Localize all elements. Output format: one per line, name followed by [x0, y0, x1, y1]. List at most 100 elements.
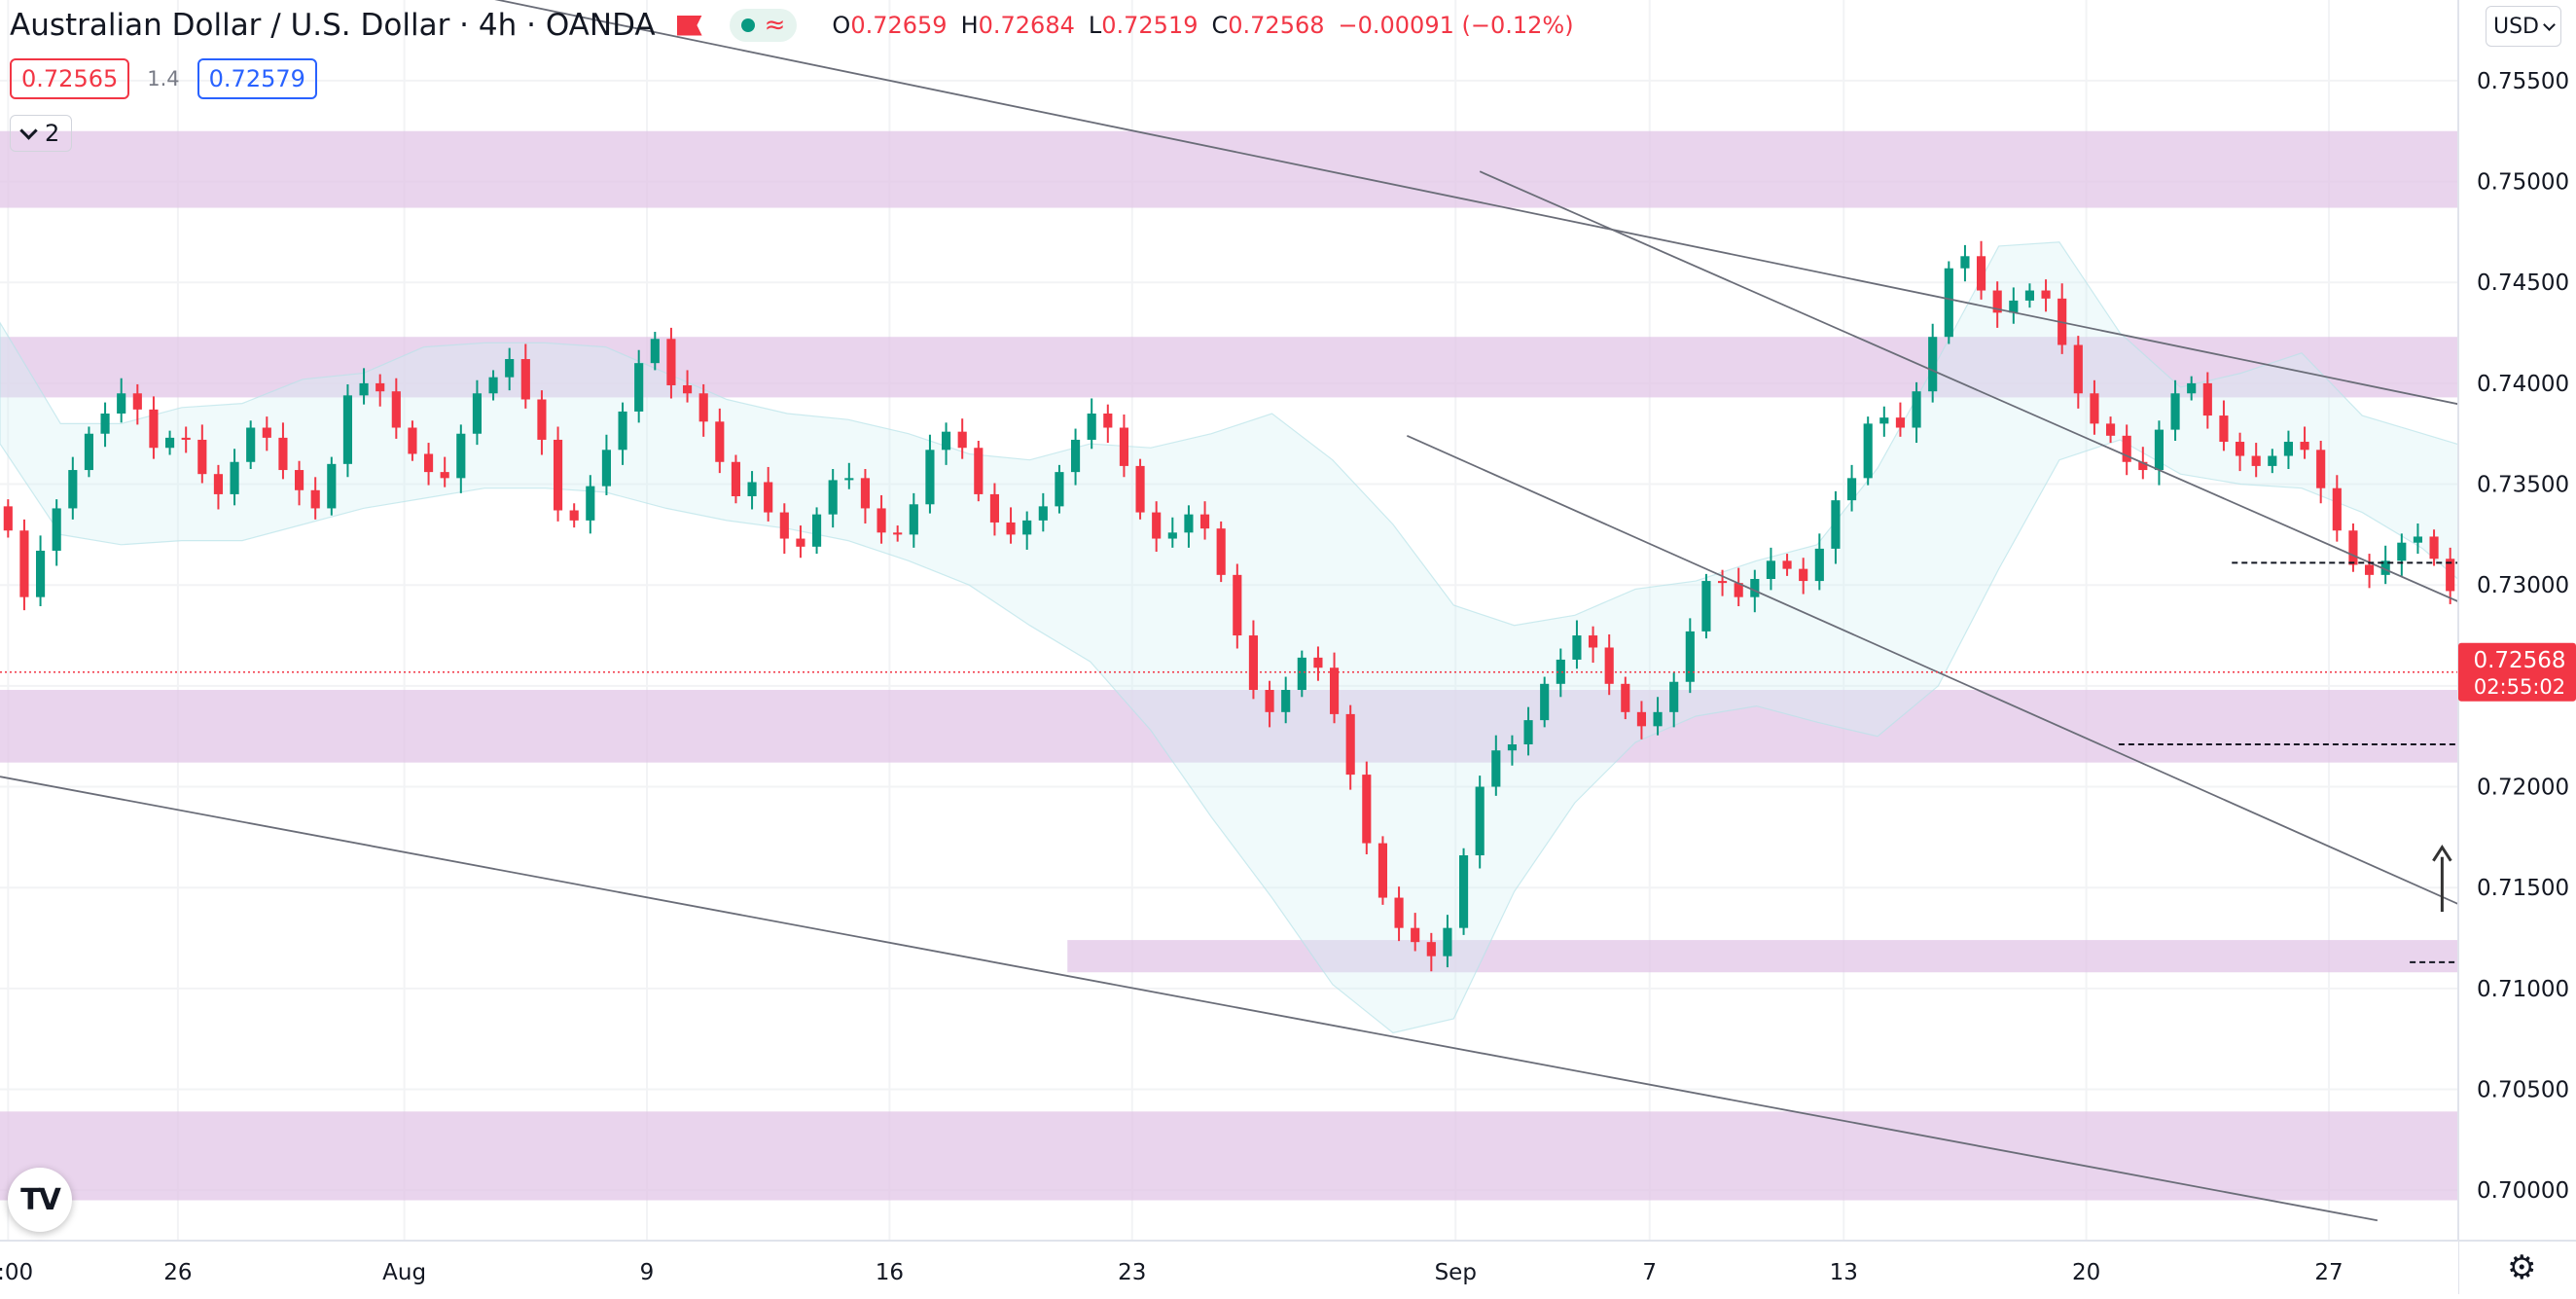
trend-line: [1479, 170, 2576, 655]
candle-body: [698, 393, 708, 422]
y-tick-label: 0.71000: [2477, 977, 2569, 1002]
flag-icon[interactable]: [676, 15, 702, 36]
candle-body: [164, 437, 175, 449]
supply-demand-zones: [0, 130, 2458, 1201]
candle-body: [747, 482, 757, 496]
sell-button[interactable]: 0.72565: [10, 58, 130, 99]
candle-body: [505, 359, 515, 378]
symbol-name[interactable]: Australian Dollar / U.S. Dollar: [10, 8, 450, 43]
candle-body: [2348, 530, 2358, 565]
candle-body: [828, 480, 838, 515]
candle-body: [408, 427, 417, 454]
candle-body: [764, 482, 773, 513]
candle-body: [1669, 681, 1679, 712]
zone-rect: [0, 130, 2458, 208]
candle-body: [1701, 581, 1711, 631]
y-tick-label: 0.70000: [2477, 1178, 2569, 1204]
candle-body: [456, 433, 466, 479]
interval-label[interactable]: 4h: [478, 8, 518, 43]
price-tag-bg: [2458, 642, 2576, 702]
candle-body: [1734, 583, 1743, 597]
candle-body: [909, 504, 918, 535]
spread-value: 1.4: [147, 67, 180, 90]
candle-body: [1879, 417, 1889, 424]
x-tick-label: 16: [876, 1260, 904, 1285]
candle-body: [2429, 536, 2439, 559]
tradingview-logo-icon[interactable]: TV: [8, 1168, 72, 1232]
candle-body: [1685, 631, 1695, 682]
candle-body: [877, 508, 886, 533]
currency-button[interactable]: USD: [2486, 6, 2561, 47]
candle-body: [1766, 560, 1776, 579]
candle-body: [1119, 427, 1129, 466]
candle-body: [1216, 528, 1226, 575]
candle-body: [1556, 659, 1565, 684]
candle-body: [423, 453, 434, 473]
candle-body: [2413, 536, 2423, 543]
candle-body: [2073, 344, 2083, 394]
candle-body: [2219, 415, 2229, 443]
x-tick-label: 13: [1830, 1260, 1858, 1285]
candle-body: [1038, 506, 1048, 521]
candle-body: [2332, 487, 2342, 531]
x-tick-label: 20: [2072, 1260, 2100, 1285]
buy-button[interactable]: 0.72579: [197, 58, 317, 99]
candle-body: [1831, 500, 1841, 549]
candle-body: [278, 437, 288, 471]
indicators-toggle[interactable]: 2: [10, 115, 73, 152]
candle-body: [2009, 300, 2019, 313]
candle-body: [1863, 423, 1873, 479]
approx-icon: ≈: [764, 11, 786, 40]
candle-body: [844, 478, 854, 481]
y-tick-label: 0.71500: [2477, 876, 2569, 901]
low-value: 0.72519: [1101, 12, 1199, 39]
candle-body: [100, 414, 110, 434]
time-axis: [0, 1241, 2458, 1294]
candle-body: [1167, 532, 1177, 539]
close-value: 0.72568: [1228, 12, 1325, 39]
candle-body: [1491, 750, 1501, 787]
gear-icon[interactable]: ⚙: [2507, 1249, 2537, 1286]
candle-body: [472, 393, 483, 434]
candle-body: [294, 470, 304, 490]
band-fill: [0, 241, 2576, 1034]
candle-body: [601, 450, 612, 487]
open-value: 0.72659: [850, 12, 948, 39]
candle-body: [1572, 635, 1582, 660]
broker-label: OANDA: [545, 8, 656, 43]
ohlc-values: O0.72659 H0.72684 L0.72519 C0.72568 −0.00091…: [832, 12, 1574, 39]
candle-body: [1621, 683, 1630, 712]
y-tick-label: 0.72000: [2477, 776, 2569, 801]
candle-body: [811, 514, 822, 547]
candle-body: [1103, 414, 1113, 428]
candle-body: [1960, 256, 1970, 269]
candle-body: [1507, 744, 1518, 751]
candle-body: [1588, 635, 1598, 648]
zone-rect: [0, 337, 2458, 398]
trend-line: [0, 776, 2379, 1222]
candle-body: [1475, 786, 1485, 856]
x-tick-label: 27: [2314, 1260, 2343, 1285]
market-status-pill[interactable]: ≈: [729, 9, 798, 42]
candle-body: [2024, 290, 2035, 301]
candle-body: [1135, 465, 1145, 513]
zone-rect: [1067, 940, 2458, 973]
separator-dot: ·: [449, 8, 479, 43]
candle-body: [957, 431, 967, 449]
candle-body: [197, 439, 207, 475]
candle-body: [1362, 775, 1372, 844]
candle-body: [2446, 559, 2455, 592]
candle-body: [1265, 690, 1274, 712]
candle-body: [553, 439, 563, 511]
trend-line: [494, 0, 2576, 430]
candle-body: [3, 506, 13, 531]
candle-body: [181, 437, 191, 440]
candle-body: [1928, 337, 1938, 392]
x-tick-label: 9: [640, 1260, 655, 1285]
candle-body: [1992, 290, 2002, 313]
candle-body: [925, 450, 935, 505]
candle-body: [1717, 581, 1728, 584]
candle-body: [2122, 435, 2131, 462]
